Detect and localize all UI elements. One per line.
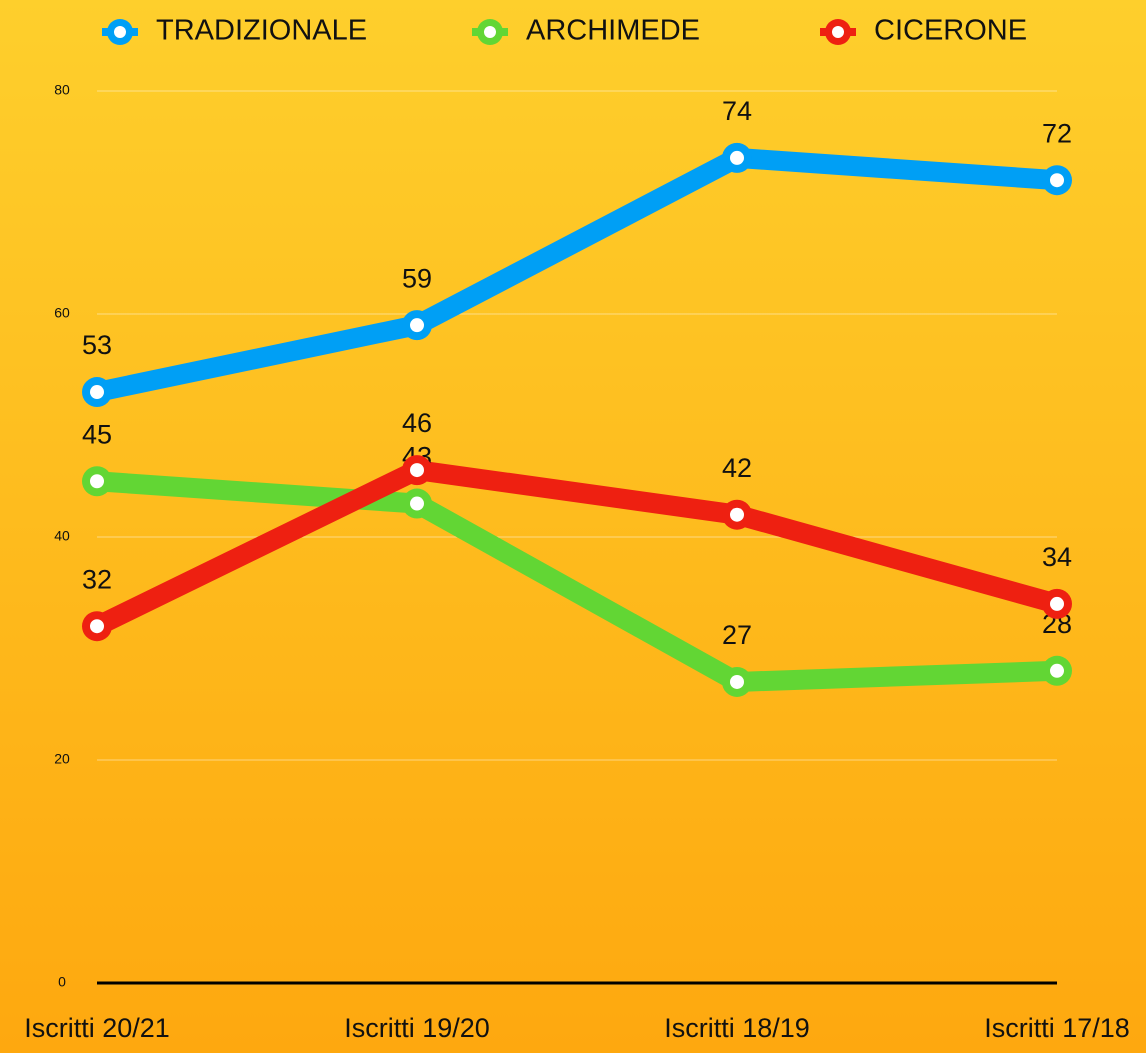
series-line [96, 471, 1058, 692]
y-tick-label: 40 [54, 528, 70, 544]
point-center [90, 474, 104, 489]
legend-marker-center [484, 26, 496, 38]
data-label: 74 [722, 96, 752, 126]
point-center [1050, 596, 1064, 611]
legend-label: ARCHIMEDE [526, 15, 700, 47]
data-label: 42 [722, 453, 752, 483]
data-label: 32 [82, 564, 112, 594]
point-center [730, 674, 744, 689]
data-label: 72 [1042, 118, 1072, 148]
x-tick-label: Iscritti 20/21 [24, 1013, 170, 1043]
series-line [94, 147, 1058, 402]
point-center [410, 463, 424, 478]
y-tick-label: 0 [58, 974, 66, 990]
data-label: 34 [1042, 542, 1072, 572]
point-center [90, 385, 104, 400]
point-center [410, 496, 424, 511]
y-tick-label: 60 [54, 305, 70, 321]
point-center [410, 318, 424, 333]
series-line [92, 460, 1060, 636]
point-center [90, 619, 104, 634]
y-tick-label: 80 [54, 82, 70, 98]
x-tick-label: Iscritti 19/20 [344, 1013, 490, 1043]
data-label: 59 [402, 263, 432, 293]
point-center [730, 507, 744, 522]
point-center [1050, 663, 1064, 678]
y-tick-label: 20 [54, 751, 70, 767]
legend-label: TRADIZIONALE [156, 15, 367, 47]
point-center [1050, 173, 1064, 188]
legend-label: CICERONE [874, 15, 1027, 47]
data-label: 45 [82, 419, 112, 449]
point-center [730, 150, 744, 165]
legend-marker-center [114, 26, 126, 38]
data-label: 53 [82, 330, 112, 360]
data-label: 46 [402, 408, 432, 438]
x-tick-label: Iscritti 17/18 [984, 1013, 1130, 1043]
data-label: 27 [722, 620, 752, 650]
legend-marker-center [832, 26, 844, 38]
x-tick-label: Iscritti 18/19 [664, 1013, 810, 1043]
